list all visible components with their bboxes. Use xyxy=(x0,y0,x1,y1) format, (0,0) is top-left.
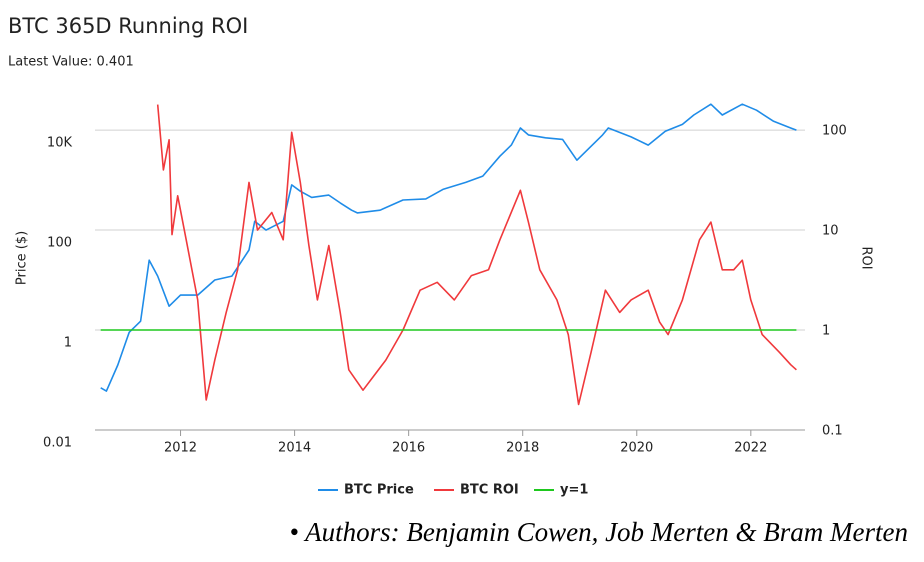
footer: • Authors: Benjamin Cowen, Job Merten & … xyxy=(289,517,908,547)
x-tick-label: 2022 xyxy=(734,441,767,456)
x-tick-label: 2020 xyxy=(620,441,653,456)
series-line xyxy=(156,104,797,406)
y-tick-label: 1 xyxy=(64,336,72,351)
series-line xyxy=(100,103,797,392)
subtitle: Latest Value: 0.401 xyxy=(8,55,134,70)
x-tick-label: 2012 xyxy=(164,441,197,456)
x-tick-label: 2018 xyxy=(506,441,539,456)
y-tick-label: 100 xyxy=(47,236,72,251)
y-axis-label: Price ($) xyxy=(15,231,30,285)
y-tick-label: 0.01 xyxy=(43,436,72,451)
chart-title: BTC 365D Running ROI xyxy=(8,14,248,38)
legend-label: BTC Price xyxy=(344,483,414,498)
y2-tick-label: 10 xyxy=(822,224,839,239)
x-tick-label: 2016 xyxy=(392,441,425,456)
y2-tick-label: 1 xyxy=(822,324,830,339)
legend-label: y=1 xyxy=(560,483,588,498)
x-tick-label: 2014 xyxy=(278,441,311,456)
y2-tick-label: 100 xyxy=(822,124,847,139)
y2-axis-label: ROI xyxy=(859,246,874,269)
y2-tick-label: 0.1 xyxy=(822,424,843,439)
legend-label: BTC ROI xyxy=(460,483,519,498)
y-tick-label: 10K xyxy=(47,136,73,151)
